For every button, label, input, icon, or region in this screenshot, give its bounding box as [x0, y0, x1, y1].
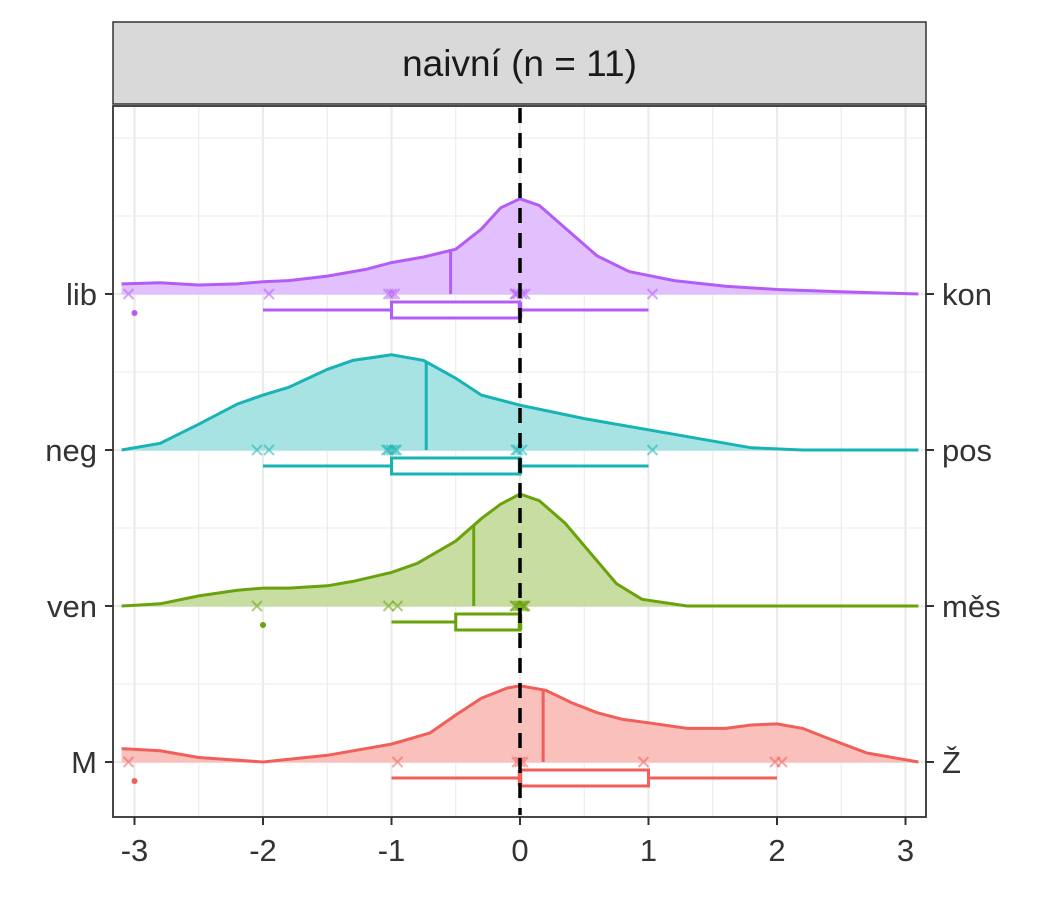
series-ven	[121, 492, 919, 632]
data-point-lib	[646, 288, 659, 300]
y-tick-label-left: neg	[45, 433, 97, 468]
facet-strip: naivní (n = 11)	[112, 21, 927, 105]
density-area-M	[121, 685, 919, 762]
data-point-lib	[122, 288, 135, 300]
density-curve-lib	[121, 197, 919, 296]
x-tick-label: -2	[249, 833, 277, 868]
series-M	[121, 684, 919, 788]
data-point-neg	[390, 444, 403, 456]
data-point-neg	[251, 444, 263, 456]
facet-title: naivní (n = 11)	[402, 43, 637, 84]
data-point-lib	[263, 288, 275, 300]
density-area-ven	[121, 494, 919, 606]
density-curve-ven	[121, 492, 919, 608]
density-area-neg	[121, 354, 919, 450]
data-point-ven	[382, 600, 395, 612]
data-point-neg	[646, 444, 659, 456]
y-tick-label-left: ven	[47, 589, 97, 624]
y-tick-label-right: pos	[942, 433, 992, 468]
x-tick-label: 2	[768, 833, 785, 868]
y-tick-label-right: měs	[942, 589, 1001, 624]
data-point-lib	[385, 288, 398, 300]
outlier-ven	[260, 622, 266, 628]
box-lib	[390, 300, 522, 320]
data-point-neg	[263, 444, 275, 456]
y-tick-label-left: lib	[66, 277, 97, 312]
y-tick-label-right: Ž	[942, 745, 961, 780]
density-curve-M	[121, 684, 919, 764]
data-point-M	[122, 756, 135, 768]
density-curve-neg	[121, 353, 919, 452]
series-neg	[121, 353, 919, 476]
axes: -3 -2 -1 0 1 2 3 lib kon neg pos ven měs M Ž	[45, 277, 1000, 868]
outlier-lib	[131, 310, 138, 316]
data-point-neg	[385, 444, 398, 456]
x-tick-label: 3	[897, 833, 914, 868]
x-tick-label: 0	[511, 833, 528, 868]
box-ven	[454, 612, 522, 632]
y-tick-label-left: M	[71, 745, 97, 780]
data-point-neg	[380, 444, 393, 456]
data-point-M	[637, 756, 650, 768]
y-tick-label-right: kon	[942, 277, 992, 312]
x-tick-label: -1	[378, 833, 406, 868]
x-tick-label: 1	[640, 833, 657, 868]
outlier-M	[131, 778, 138, 784]
data-point-lib	[388, 288, 401, 300]
data-point-M	[769, 756, 781, 768]
data-point-M	[391, 756, 404, 768]
data-point-ven	[251, 600, 263, 612]
facet-strip-background	[112, 21, 927, 105]
data-point-ven	[391, 600, 404, 612]
box-M	[518, 768, 650, 788]
box-neg	[390, 456, 522, 476]
x-tick-label: -3	[121, 833, 149, 868]
data-point-ven	[514, 600, 526, 612]
